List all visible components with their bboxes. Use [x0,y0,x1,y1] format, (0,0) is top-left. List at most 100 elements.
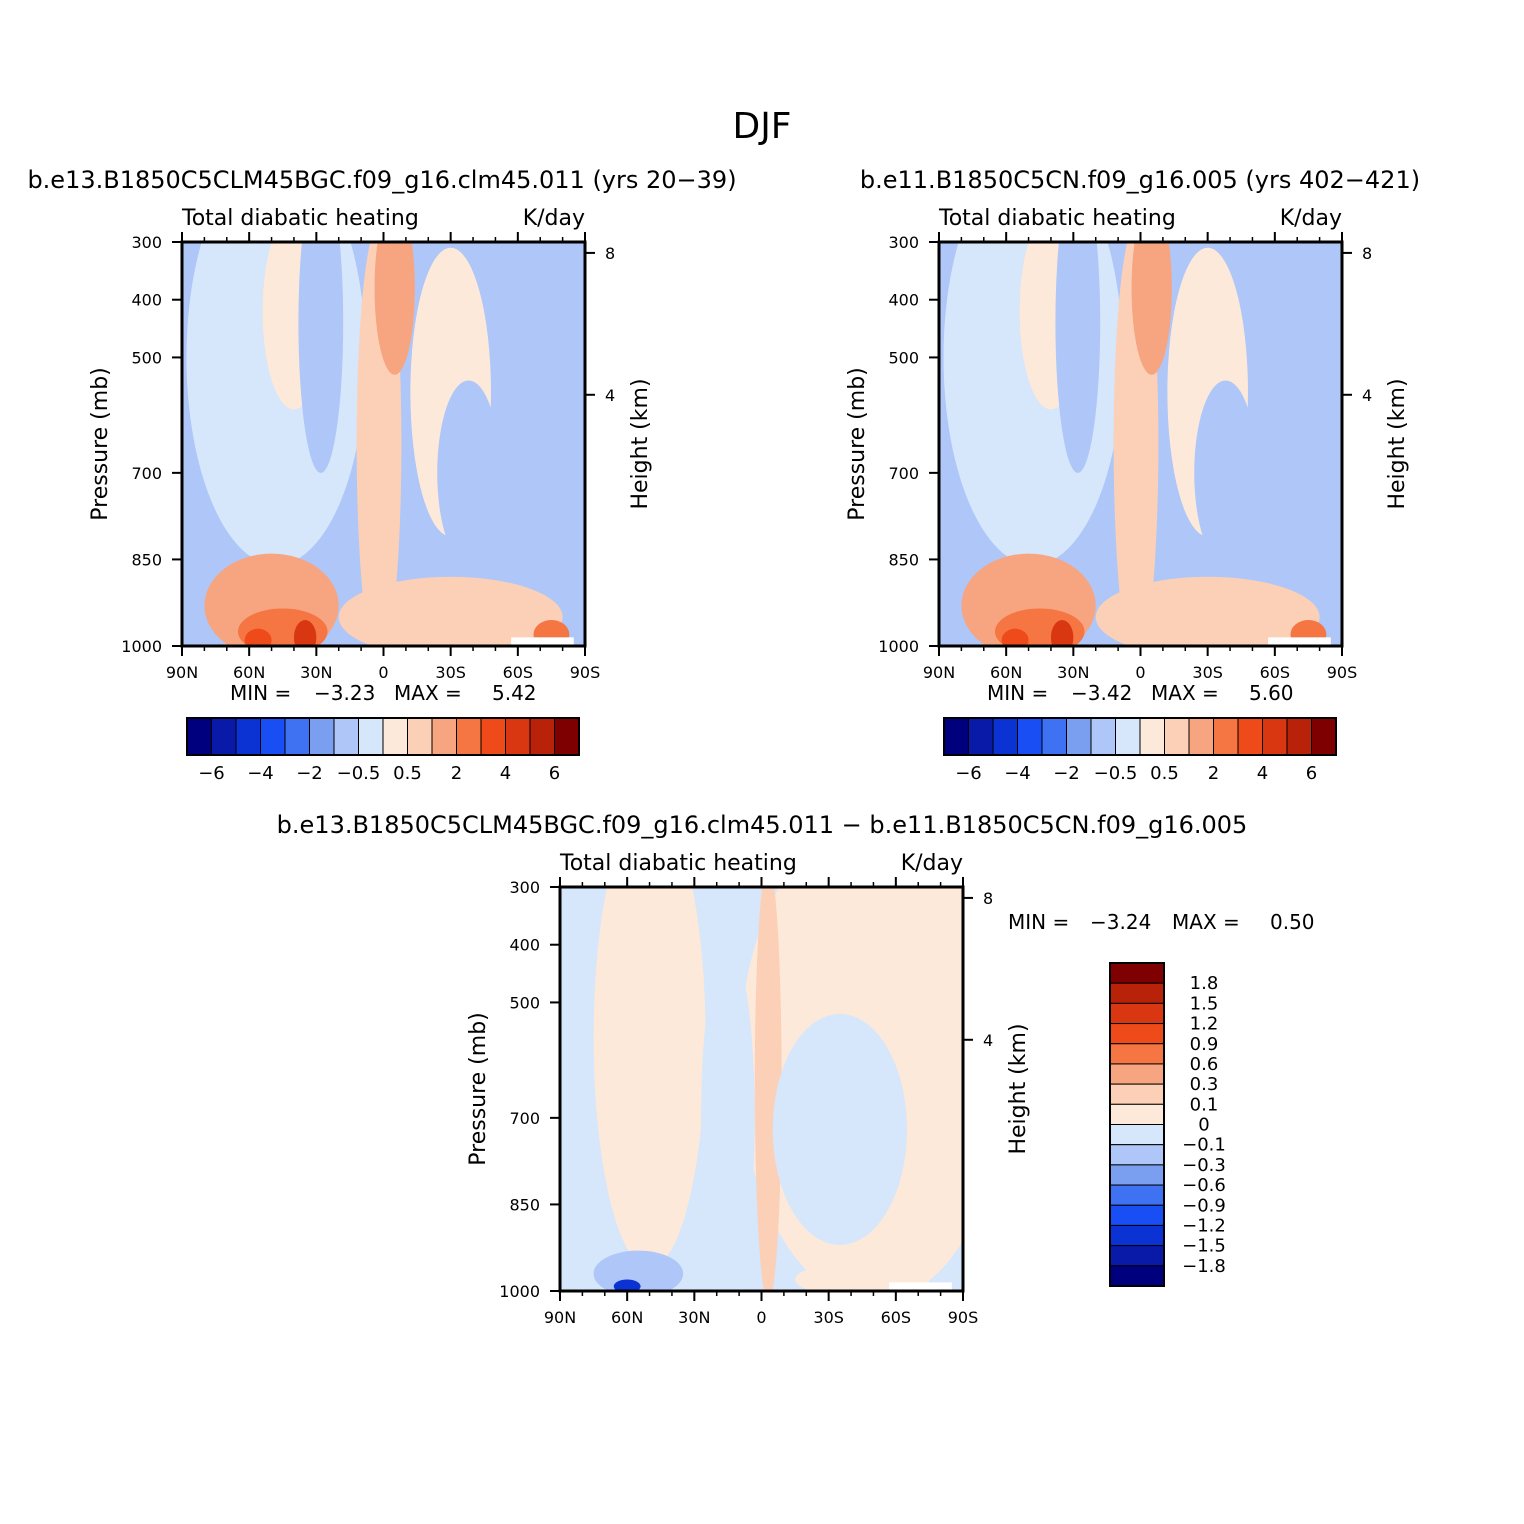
y-tick-label: 300 [509,878,540,897]
x-tick-label: 90N [923,663,955,682]
min-value: −3.23 [314,681,375,705]
units-label: K/day [1280,206,1342,231]
colorbar-frame [943,717,1337,756]
colorbar-label: 0.6 [1190,1054,1219,1075]
panel-title: b.e13.B1850C5CLM45BGC.f09_g16.clm45.011 … [277,811,1248,839]
colorbar-label: 6 [1306,763,1317,784]
colorbar-label: −2 [296,763,323,784]
colorbar-label: 0.5 [393,763,422,784]
units-label: K/day [901,851,963,876]
x-tick-label: 60S [881,1308,912,1327]
contour-region [244,628,272,646]
colorbar-label: −0.5 [337,763,381,784]
colorbar: −6 −4 −2 −0.5 0.5 2 4 6 [186,717,580,784]
panel-1: b.e13.B1850C5CLM45BGC.f09_g16.clm45.011 … [27,166,736,784]
colorbar-swatch [333,717,359,756]
x-tick-label: 0 [1135,663,1145,682]
colorbar-swatch [1164,717,1190,756]
colorbar-swatch [992,717,1018,756]
y-axis-label: Pressure (mb) [845,367,870,521]
contour-region [437,380,500,566]
field-title: Total diabatic heating [938,206,1176,231]
colorbar-swatch [1109,1023,1165,1045]
colorbar-swatch [1286,717,1312,756]
max-label: MAX = [394,681,462,705]
colorbar-label: −0.9 [1182,1195,1226,1216]
contour-region [754,887,782,1291]
y-tick-label: 500 [131,348,162,367]
contour-region [1194,380,1257,566]
colorbar-label: −4 [1004,763,1031,784]
panel-title: b.e11.B1850C5CN.f09_g16.005 (yrs 402−421… [860,166,1420,194]
colorbar-swatch [407,717,433,756]
height-tick-label: 4 [1362,386,1372,405]
colorbar-swatch [943,717,969,756]
colorbar-swatch [1041,717,1067,756]
y-tick-label: 400 [509,936,540,955]
units-label: K/day [523,206,585,231]
x-tick-label: 0 [378,663,388,682]
y-tick-label: 1000 [121,637,162,656]
max-value: 5.42 [492,681,537,705]
colorbar-label: 4 [500,763,511,784]
colorbar-label: 0.9 [1190,1034,1219,1055]
colorbar-label: 1.5 [1190,993,1219,1014]
height-tick-label: 8 [605,244,615,263]
colorbar-swatch [456,717,482,756]
colorbar-label: 0.3 [1190,1074,1219,1095]
colorbar-swatch [431,717,457,756]
contour-region [701,944,755,1291]
colorbar-swatch [1109,1063,1165,1085]
right-axis-label: Height (km) [628,378,653,509]
x-tick-label: 90S [948,1308,979,1327]
colorbar-label: 1.8 [1190,973,1219,994]
contour-region [593,887,706,1268]
contour-field [939,242,1342,646]
max-label: MAX = [1151,681,1219,705]
colorbar-label: 4 [1257,763,1268,784]
colorbar-label: 2 [1208,763,1219,784]
x-tick-label: 30N [300,663,332,682]
y-tick-label: 300 [131,233,162,252]
y-tick-label: 400 [888,291,919,310]
x-tick-label: 30N [1057,663,1089,682]
season-title: DJF [732,106,791,147]
colorbar-label: 0 [1198,1115,1209,1136]
colorbar-swatch [1066,717,1092,756]
contour-region [293,620,317,646]
colorbar-frame [1109,962,1165,1287]
colorbar-swatch [1109,1103,1165,1125]
contour-region [593,1250,684,1291]
colorbar-swatch [1109,1002,1165,1025]
colorbar-swatch [382,717,408,756]
colorbar-label: −1.2 [1182,1215,1226,1236]
colorbar-swatch [1237,717,1263,756]
x-tick-label: 30S [813,1308,844,1327]
colorbar-label: 6 [549,763,560,784]
colorbar-label: −6 [198,763,225,784]
y-tick-label: 1000 [499,1282,540,1301]
right-axis-label: Height (km) [1006,1023,1031,1154]
colorbar-label: −0.3 [1182,1155,1226,1176]
colorbar: 1.81.51.20.90.60.30.10−0.1−0.3−0.6−0.9−1… [1109,962,1226,1287]
colorbar-swatch [1109,1204,1165,1226]
colorbar-label: 0.5 [1150,763,1179,784]
y-tick-label: 850 [509,1195,540,1214]
colorbar-swatch [1090,717,1116,756]
colorbar-swatch [1213,717,1239,756]
y-tick-label: 400 [131,291,162,310]
colorbar-swatch [1109,1224,1165,1247]
colorbar-swatch [505,717,531,756]
x-tick-label: 90S [570,663,601,682]
x-tick-label: 60N [990,663,1022,682]
right-axis-label: Height (km) [1385,378,1410,509]
contour-region [1095,576,1320,646]
colorbar-label: −0.1 [1182,1135,1226,1156]
x-tick-label: 30S [1192,663,1223,682]
colorbar-label: 1.2 [1190,1014,1219,1035]
y-tick-label: 500 [509,993,540,1012]
missing-data [511,637,574,646]
x-tick-label: 60N [233,663,265,682]
panel-2: b.e11.B1850C5CN.f09_g16.005 (yrs 402−421… [845,166,1420,784]
